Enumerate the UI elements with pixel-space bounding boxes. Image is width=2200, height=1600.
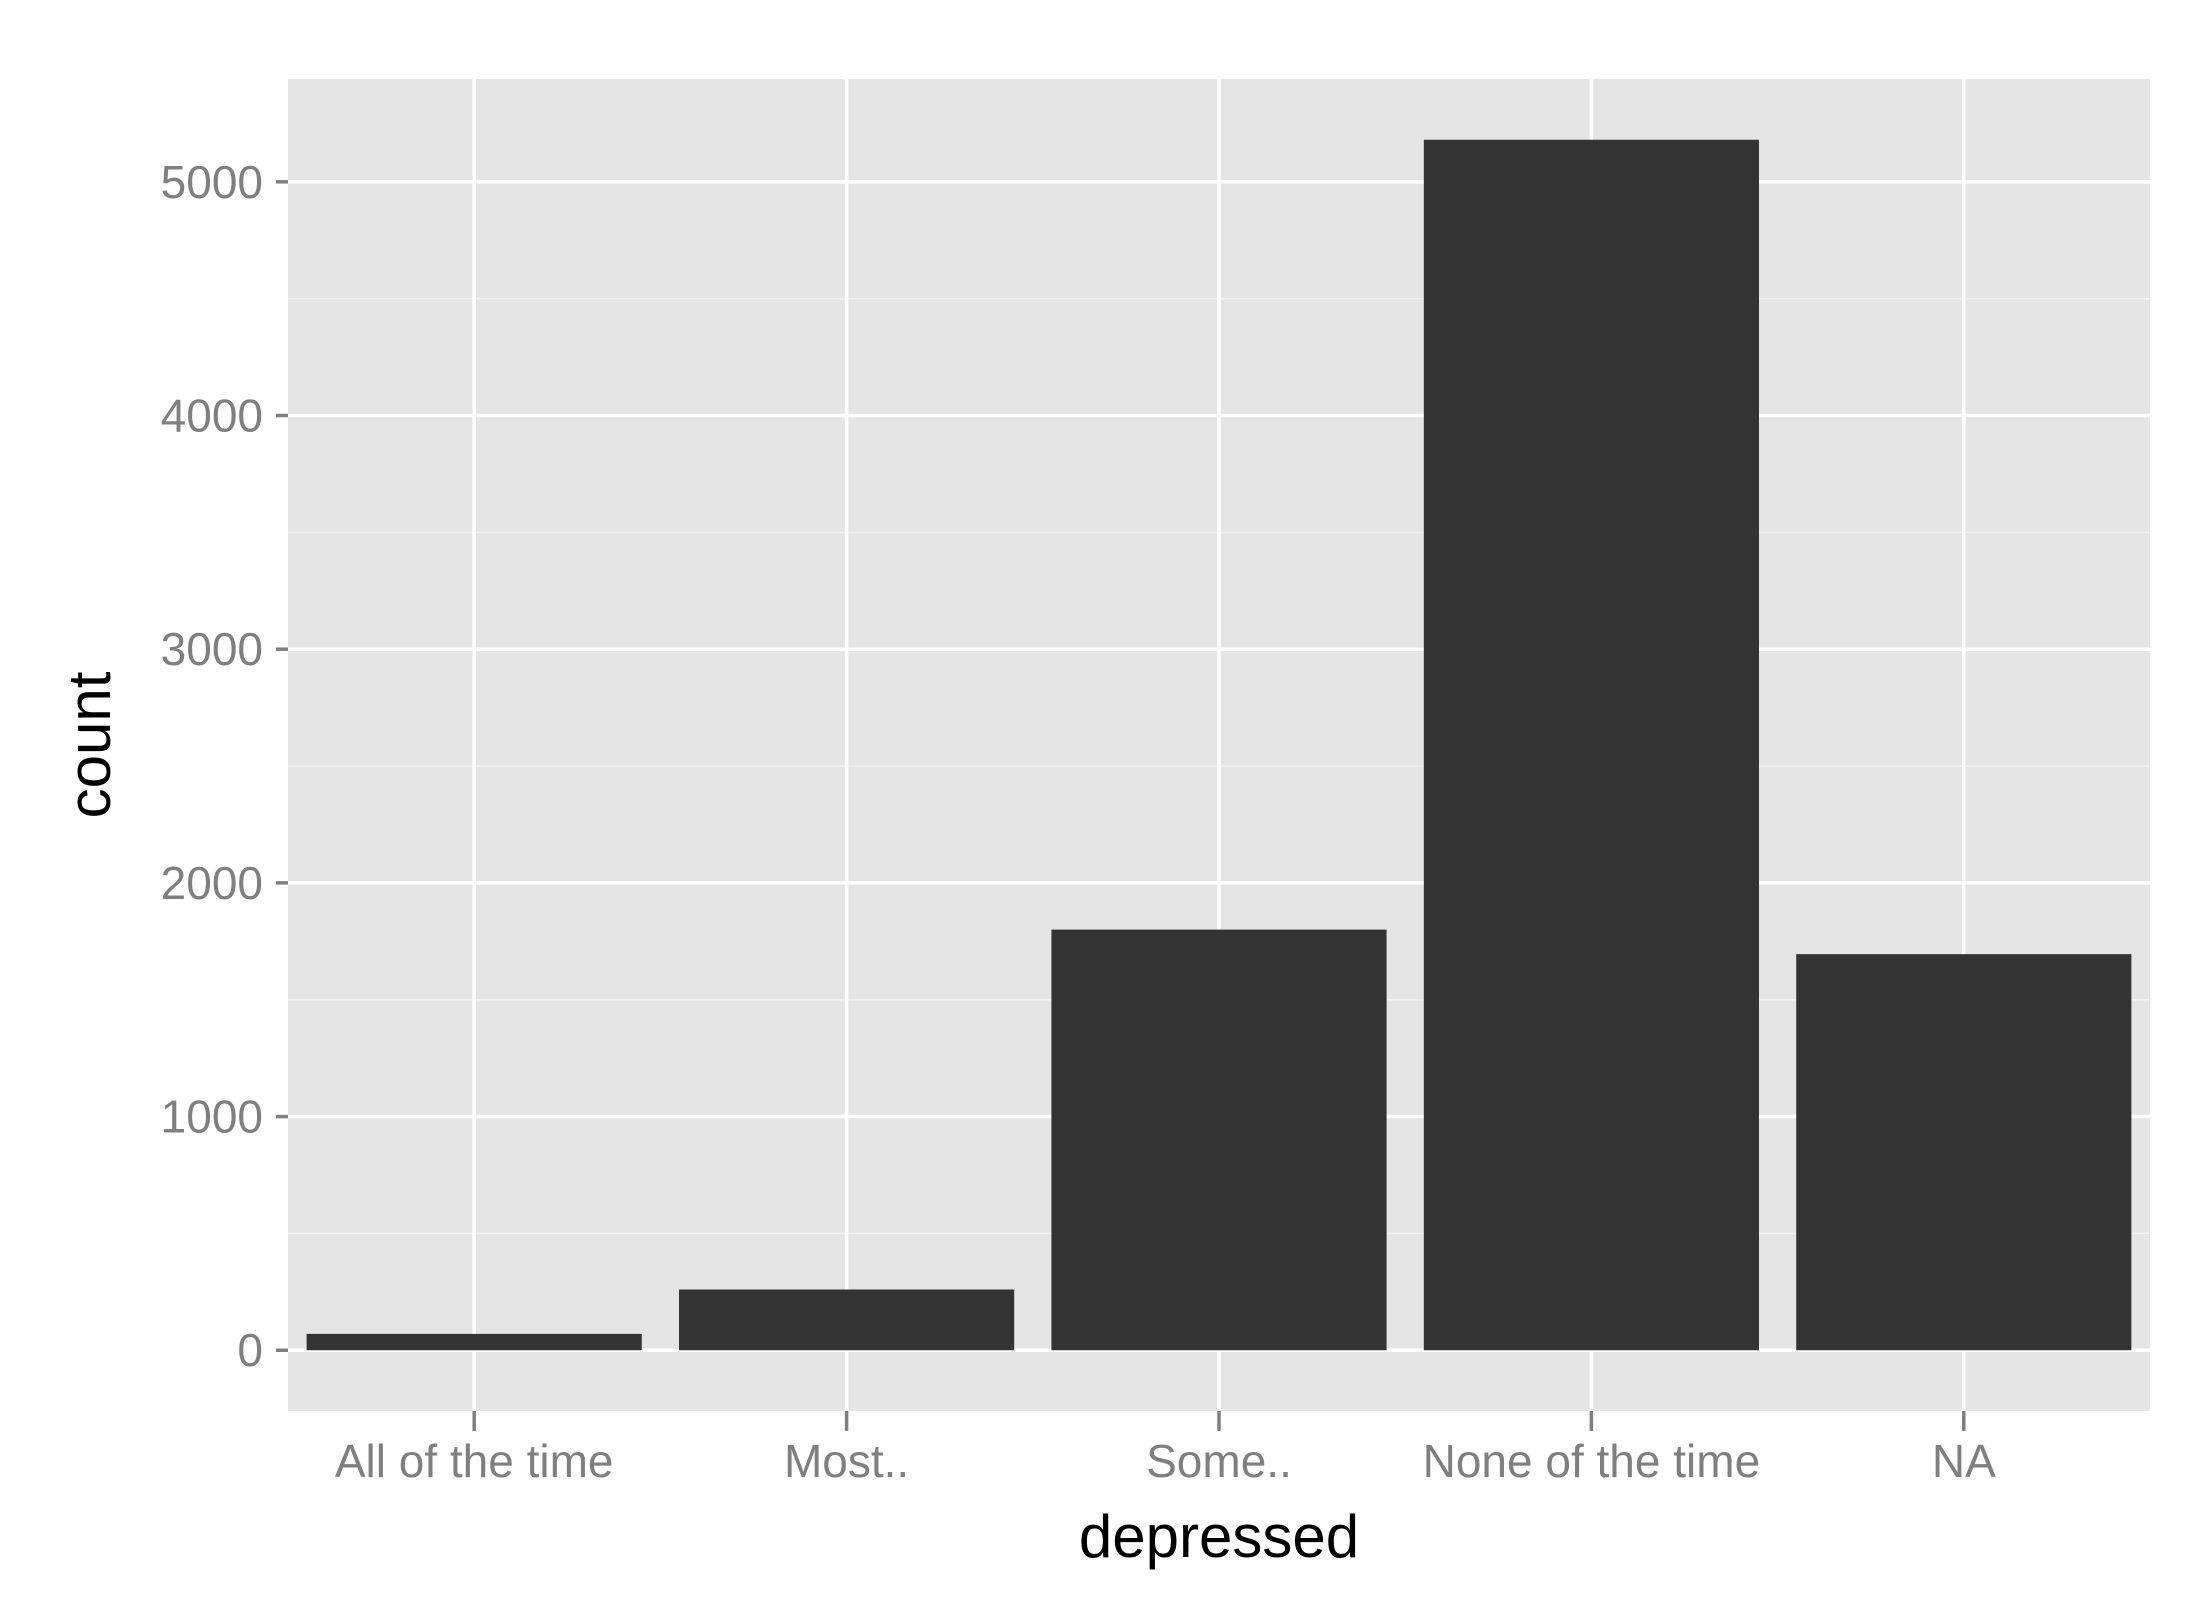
y-tick-label: 0	[237, 1324, 263, 1376]
x-axis-title: depressed	[1079, 1503, 1359, 1570]
y-tick-label: 5000	[161, 156, 263, 208]
y-tick-label: 4000	[161, 390, 263, 442]
bar-na	[1796, 954, 2132, 1351]
y-axis-ticks: 0 1000 2000 3000 4000 5000	[161, 156, 288, 1376]
x-tick-label: NA	[1932, 1435, 1996, 1487]
x-tick-label: Some..	[1146, 1435, 1292, 1487]
bar-most	[679, 1289, 1015, 1351]
bar-some	[1051, 929, 1387, 1351]
x-axis-ticks: All of the time Most.. Some.. None of the t…	[335, 1411, 1996, 1487]
x-tick-label: All of the time	[335, 1435, 614, 1487]
y-tick-label: 2000	[161, 857, 263, 909]
x-tick-label: None of the time	[1423, 1435, 1761, 1487]
y-tick-label: 1000	[161, 1091, 263, 1143]
y-tick-label: 3000	[161, 623, 263, 675]
y-axis-title: count	[56, 671, 123, 818]
x-tick-label: Most..	[784, 1435, 909, 1487]
bar-none-of-the-time	[1423, 139, 1759, 1351]
bar-all-of-the-time	[306, 1333, 642, 1351]
bars	[306, 139, 2132, 1351]
